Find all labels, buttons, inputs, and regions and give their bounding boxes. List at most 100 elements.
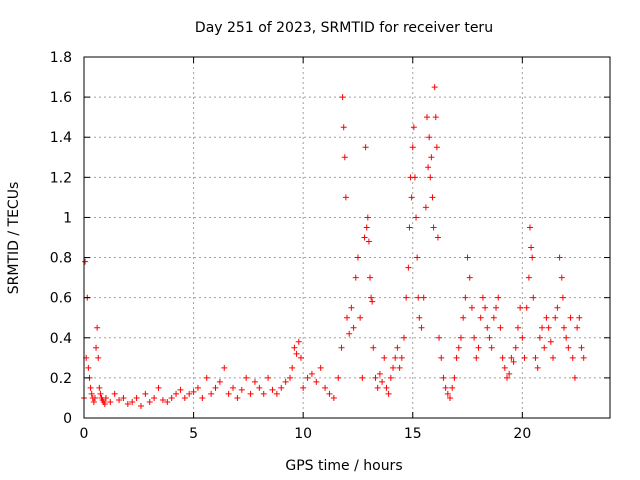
data-point	[368, 294, 375, 301]
data-point	[234, 394, 241, 401]
data-point	[396, 364, 403, 371]
data-point	[308, 370, 315, 377]
y-axis-label: SRMTID / TECUs	[6, 182, 22, 295]
data-point	[519, 334, 526, 341]
data-point	[506, 370, 513, 377]
data-point	[447, 394, 454, 401]
data-point	[95, 354, 102, 361]
data-point	[510, 358, 517, 365]
data-point	[409, 144, 416, 151]
data-point	[341, 154, 348, 161]
data-point	[330, 394, 337, 401]
data-point	[578, 344, 585, 351]
data-point	[340, 124, 347, 131]
data-point	[367, 274, 374, 281]
data-point	[466, 274, 473, 281]
data-point	[335, 374, 342, 381]
data-point	[300, 384, 307, 391]
data-point	[475, 344, 482, 351]
data-point	[363, 224, 370, 231]
y-tick-label: 1.6	[50, 90, 72, 106]
data-point	[477, 314, 484, 321]
data-point	[350, 324, 357, 331]
data-point	[434, 234, 441, 241]
data-point	[400, 334, 407, 341]
data-point	[346, 330, 353, 337]
data-point	[558, 274, 565, 281]
data-point	[565, 344, 572, 351]
data-point	[90, 398, 97, 405]
data-point	[364, 214, 371, 221]
data-point	[260, 390, 267, 397]
data-point	[427, 174, 434, 181]
data-point	[326, 390, 333, 397]
data-point	[247, 390, 254, 397]
data-point	[230, 384, 237, 391]
data-point	[482, 304, 489, 311]
y-tick-label: 1.2	[50, 170, 72, 186]
x-axis-ticks: 0 5 10 15 20	[80, 57, 531, 442]
data-point	[146, 398, 153, 405]
data-point	[208, 390, 215, 397]
data-point	[256, 384, 263, 391]
y-tick-label: 0.4	[50, 331, 72, 347]
y-tick-label: 0.8	[50, 251, 72, 267]
data-point	[556, 254, 563, 261]
data-point	[111, 390, 118, 397]
data-point	[415, 294, 422, 301]
data-point	[216, 378, 223, 385]
data-point	[508, 354, 515, 361]
data-point	[164, 398, 171, 405]
data-point	[484, 324, 491, 331]
data-point	[486, 334, 493, 341]
data-point	[251, 378, 258, 385]
data-point	[265, 374, 272, 381]
x-tick-label: 20	[513, 426, 531, 442]
data-point	[497, 324, 504, 331]
data-point	[120, 394, 127, 401]
data-point	[411, 174, 418, 181]
data-point	[503, 374, 510, 381]
data-point	[269, 386, 276, 393]
data-point	[221, 364, 228, 371]
data-point	[429, 194, 436, 201]
data-point	[425, 164, 432, 171]
data-point	[91, 394, 98, 401]
data-point	[243, 374, 250, 381]
data-points	[81, 84, 587, 409]
data-point	[539, 324, 546, 331]
data-point	[440, 374, 447, 381]
data-point	[405, 264, 412, 271]
data-point	[107, 398, 114, 405]
data-point	[534, 364, 541, 371]
data-point	[560, 324, 567, 331]
data-point	[289, 364, 296, 371]
x-tick-label: 5	[189, 426, 198, 442]
data-point	[370, 344, 377, 351]
data-point	[293, 350, 300, 357]
x-axis-label: GPS time / hours	[285, 458, 402, 474]
data-point	[532, 354, 539, 361]
x-tick-label: 10	[294, 426, 312, 442]
grid-lines	[84, 57, 610, 418]
data-point	[444, 390, 451, 397]
data-point	[387, 374, 394, 381]
data-point	[374, 384, 381, 391]
data-point	[317, 364, 324, 371]
data-point	[87, 384, 94, 391]
data-point	[390, 364, 397, 371]
data-point	[490, 314, 497, 321]
data-point	[342, 194, 349, 201]
data-point	[124, 400, 131, 407]
data-point	[94, 324, 101, 331]
data-point	[559, 294, 566, 301]
data-point	[394, 344, 401, 351]
data-point	[413, 214, 420, 221]
data-point	[499, 354, 506, 361]
data-point	[471, 334, 478, 341]
data-point	[552, 314, 559, 321]
data-point	[431, 84, 438, 91]
data-point	[416, 314, 423, 321]
data-point	[376, 370, 383, 377]
x-tick-label: 0	[80, 426, 89, 442]
